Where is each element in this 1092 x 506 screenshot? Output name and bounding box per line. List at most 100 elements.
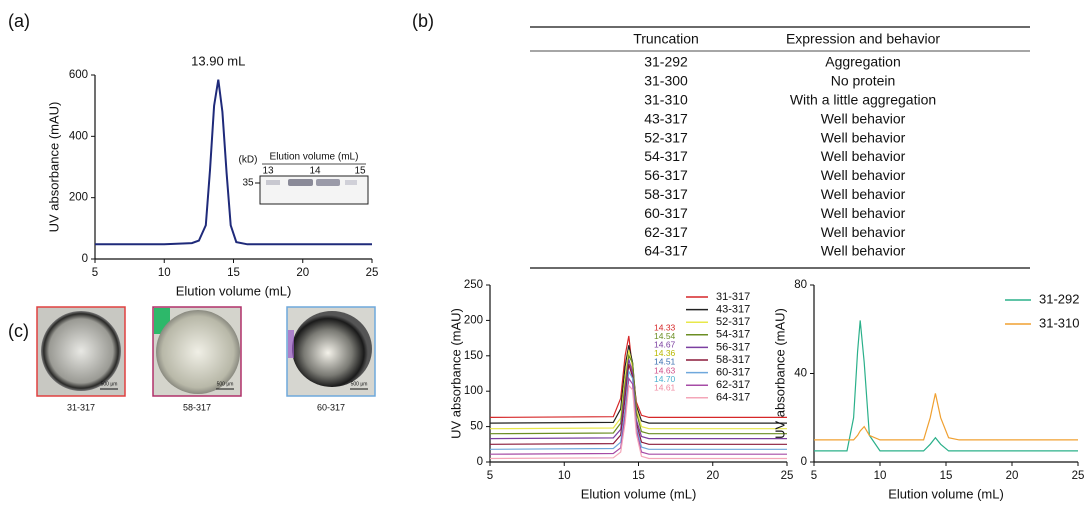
panel-label: (b) [412, 11, 434, 31]
y-tick-label: 0 [801, 456, 807, 468]
table-cell: 43-317 [644, 110, 688, 126]
y-tick-label: 100 [464, 385, 483, 397]
table-cell: 58-317 [644, 186, 688, 202]
y-axis-label: UV absorbance (mAU) [448, 308, 463, 439]
table-cell: Well behavior [821, 205, 906, 221]
legend-label: 31-317 [716, 291, 750, 303]
gel-band [316, 179, 340, 186]
scale-label: 500 μm [351, 381, 368, 387]
table-cell: Well behavior [821, 148, 906, 164]
caption: 60-317 [317, 402, 345, 412]
y-tick-label: 50 [470, 421, 483, 433]
legend-label: 31-310 [1039, 315, 1079, 330]
x-tick-label: 15 [227, 267, 240, 279]
x-tick-label: 5 [92, 267, 98, 279]
table-cell: 64-317 [644, 243, 688, 259]
table-cell: 60-317 [644, 205, 688, 221]
x-tick-label: 15 [632, 470, 645, 482]
peak-label: 14.54 [654, 331, 676, 341]
y-axis-label: UV absorbance (mAU) [46, 102, 61, 233]
legend-label: 31-292 [1039, 291, 1079, 306]
gel-inset: Elution volume (mL) (kD) 13 14 15 35 [239, 152, 369, 205]
peak-label: 14.36 [654, 348, 676, 358]
series-line [489, 369, 787, 450]
gel-band [288, 179, 313, 186]
legend-label: 54-317 [716, 329, 750, 341]
peak-label: 14.33 [654, 322, 676, 332]
table-cell: 62-317 [644, 224, 688, 240]
table-header: Truncation [633, 31, 699, 47]
crystal-drop [41, 311, 121, 391]
caption: 58-317 [183, 402, 211, 412]
gel-lane: 14 [309, 166, 321, 177]
caption: 31-317 [67, 402, 95, 412]
series-line [814, 320, 1078, 452]
table-cell: 31-292 [644, 54, 688, 70]
table-header: Expression and behavior [786, 31, 940, 47]
x-tick-label: 10 [874, 470, 887, 482]
y-tick-label: 150 [464, 350, 483, 362]
x-tick-label: 25 [1072, 470, 1085, 482]
legend-label: 43-317 [716, 304, 750, 316]
gel-band [345, 180, 357, 185]
legend-label: 52-317 [716, 316, 750, 328]
gel-title: Elution volume (mL) [270, 152, 359, 163]
y-tick-label: 600 [69, 69, 88, 81]
table-cell: 31-310 [644, 92, 688, 108]
series-line [814, 393, 1078, 441]
peak-label: 14.51 [654, 357, 676, 367]
y-tick-label: 80 [794, 279, 807, 291]
x-tick-label: 20 [296, 267, 309, 279]
y-tick-label: 400 [69, 130, 88, 142]
peak-label: 14.67 [654, 339, 676, 349]
table-cell: Well behavior [821, 243, 906, 259]
crystal-drop [156, 310, 240, 394]
x-tick-label: 15 [940, 470, 953, 482]
peak-label: 14.63 [654, 365, 676, 375]
series-line [489, 353, 787, 435]
x-tick-label: 20 [706, 470, 719, 482]
legend-label: 62-317 [716, 379, 750, 391]
table-cell: 31-300 [644, 73, 688, 89]
y-tick-label: 0 [477, 456, 483, 468]
legend-label: 56-317 [716, 341, 750, 353]
x-axis-label: Elution volume (mL) [176, 283, 292, 298]
x-axis-label: Elution volume (mL) [581, 486, 697, 501]
table-cell: With a little aggregation [790, 92, 936, 108]
table-cell: 54-317 [644, 148, 688, 164]
crystal-edge [288, 330, 294, 358]
gel-lane: 13 [262, 166, 274, 177]
table-cell: Well behavior [821, 110, 906, 126]
x-axis-label: Elution volume (mL) [888, 486, 1004, 501]
legend-label: 58-317 [716, 354, 750, 366]
x-tick-label: 10 [158, 267, 171, 279]
y-tick-label: 200 [69, 192, 88, 204]
panel-label: (c) [8, 321, 29, 341]
x-tick-label: 20 [1006, 470, 1019, 482]
table-cell: 52-317 [644, 129, 688, 145]
series-line [489, 364, 787, 445]
table-cell: Well behavior [821, 167, 906, 183]
peak-label: 14.70 [654, 374, 676, 384]
scale-label: 500 μm [101, 381, 118, 387]
legend-label: 64-317 [716, 392, 750, 404]
x-tick-label: 25 [366, 267, 379, 279]
gel-lane: 15 [354, 166, 366, 177]
series-line [489, 359, 787, 440]
legend-label: 60-317 [716, 367, 750, 379]
table-cell: Well behavior [821, 129, 906, 145]
series-line [489, 376, 787, 455]
series-line [489, 384, 787, 460]
table-cell: 56-317 [644, 167, 688, 183]
x-tick-label: 10 [558, 470, 571, 482]
crystal-drop [292, 311, 372, 387]
peak-label: 14.61 [654, 382, 676, 392]
gel-marker: 35 [242, 178, 254, 189]
y-tick-label: 200 [464, 314, 483, 326]
table-cell: Well behavior [821, 224, 906, 240]
table-cell: Well behavior [821, 186, 906, 202]
x-tick-label: 25 [781, 470, 794, 482]
x-tick-label: 5 [487, 470, 493, 482]
gel-band [266, 180, 280, 185]
